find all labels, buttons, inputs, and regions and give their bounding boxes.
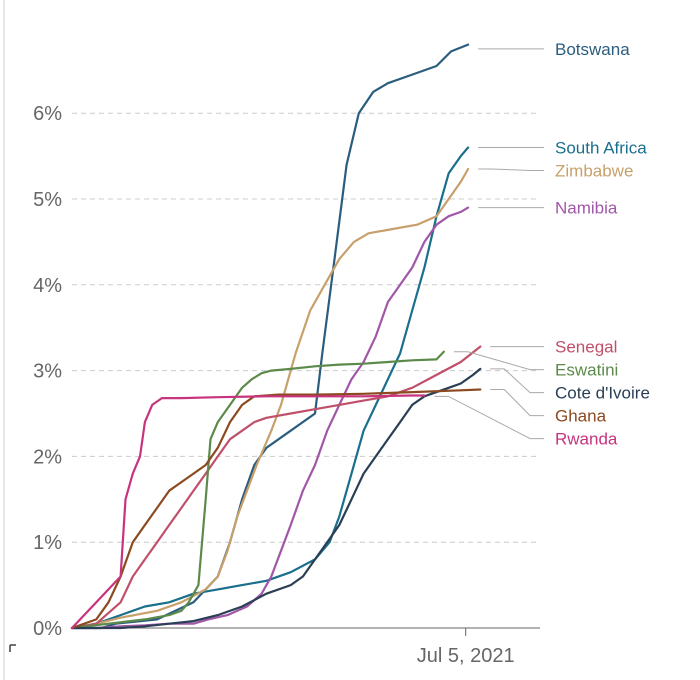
legend-label-zimbabwe: Zimbabwe bbox=[555, 162, 633, 181]
series-line-namibia bbox=[70, 206, 470, 630]
legend-label-ghana: Ghana bbox=[555, 407, 607, 426]
y-axis: 0% 1% 2% 3% 4% 5% 6% bbox=[33, 103, 62, 640]
x-axis: Jul 5, 2021 bbox=[417, 628, 515, 667]
series-line-south-africa bbox=[70, 146, 470, 630]
series-line-cote-d-ivoire bbox=[70, 367, 482, 630]
legend: Botswana South Africa Zimbabwe Namibia Seneg… bbox=[434, 40, 650, 449]
series-line-rwanda bbox=[70, 394, 426, 630]
legend-label-cote-d-ivoire: Cote d'Ivoire bbox=[555, 384, 650, 403]
x-tick-label: Jul 5, 2021 bbox=[417, 645, 515, 667]
leader-line-ghana bbox=[490, 388, 544, 417]
y-tick-label: 4% bbox=[33, 275, 62, 297]
series-lines bbox=[70, 43, 482, 630]
y-tick-label: 3% bbox=[33, 361, 62, 383]
series-line-eswatini bbox=[70, 350, 445, 630]
series-line-botswana bbox=[70, 43, 470, 630]
y-tick-label: 5% bbox=[33, 189, 62, 211]
series-line-ghana bbox=[70, 388, 482, 630]
y-tick-label: 0% bbox=[33, 618, 62, 640]
y-tick-label: 6% bbox=[33, 103, 62, 125]
legend-label-south-africa: South Africa bbox=[555, 139, 647, 158]
axis-corner-mark bbox=[9, 644, 16, 652]
y-tick-label: 2% bbox=[33, 446, 62, 468]
legend-label-namibia: Namibia bbox=[555, 199, 618, 218]
legend-label-botswana: Botswana bbox=[555, 40, 630, 59]
legend-label-rwanda: Rwanda bbox=[555, 430, 618, 449]
legend-label-eswatini: Eswatini bbox=[555, 361, 618, 380]
gridlines bbox=[72, 112, 540, 543]
series-line-zimbabwe bbox=[70, 167, 470, 630]
legend-label-senegal: Senegal bbox=[555, 338, 617, 357]
series-line-senegal bbox=[70, 345, 482, 630]
leader-line-zimbabwe bbox=[478, 168, 544, 172]
leader-line-eswatini bbox=[453, 351, 544, 371]
leader-line-cote-d-ivoire bbox=[490, 368, 544, 394]
y-tick-label: 1% bbox=[33, 532, 62, 554]
leader-line-rwanda bbox=[434, 395, 544, 440]
